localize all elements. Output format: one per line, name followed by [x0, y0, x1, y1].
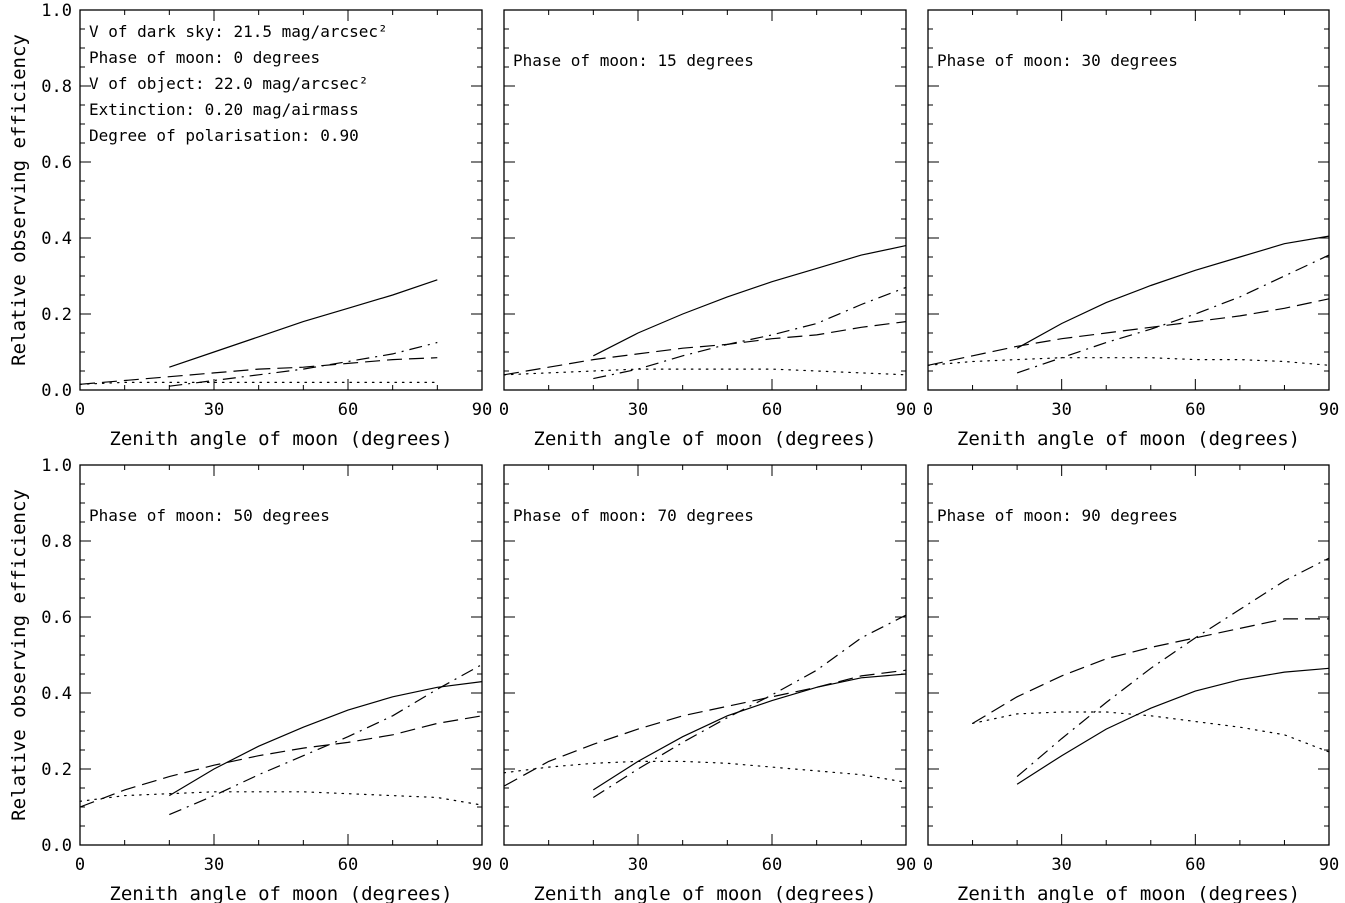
x-axis-title: Zenith angle of moon (degrees) — [533, 428, 876, 450]
x-axis-title: Zenith angle of moon (degrees) — [109, 883, 452, 903]
x-tick-label: 60 — [338, 400, 358, 420]
series-line-solid — [592, 673, 907, 791]
x-axis-title: Zenith angle of moon (degrees) — [533, 883, 876, 903]
series-line-dashdot — [1016, 557, 1330, 778]
series-line-solid — [169, 279, 438, 368]
x-tick-label: 90 — [472, 400, 492, 420]
x-tick-label: 30 — [1051, 400, 1071, 420]
x-tick-label: 90 — [896, 400, 916, 420]
x-tick-label: 60 — [1185, 855, 1205, 875]
series-line-dotted — [971, 711, 1330, 753]
plot-frame — [79, 9, 483, 391]
y-tick-label: 0.4 — [41, 229, 72, 249]
x-tick-label: 30 — [628, 400, 648, 420]
series-line-dashed — [79, 357, 438, 385]
series-line-dashed — [972, 618, 1329, 724]
x-tick-label: 60 — [1185, 400, 1205, 420]
x-tick-label: 90 — [1319, 400, 1339, 420]
x-tick-label: 30 — [1051, 855, 1071, 875]
y-tick-label: 0.8 — [41, 77, 72, 97]
x-tick-label: 0 — [499, 400, 509, 420]
y-tick-label: 0.2 — [41, 305, 72, 325]
series-line-dashdot — [1016, 254, 1330, 374]
x-tick-label: 0 — [923, 400, 933, 420]
chart-panel-2: 0 30 60 90 Zenith angle of moon (degrees) Pha… — [499, 9, 916, 450]
series-line-dotted — [79, 381, 438, 385]
y-axis-title: Relative observing efficiency — [8, 489, 30, 821]
y-tick-label: 0.0 — [41, 381, 72, 401]
series-line-solid — [1016, 235, 1330, 349]
chart-panel-1: 0.0 0.2 0.4 0.6 0.8 1.0 0 30 60 90 Zenith angle of… — [8, 1, 492, 450]
x-tick-label: 0 — [75, 400, 85, 420]
y-tick-label: 0.4 — [41, 684, 72, 704]
y-tick-label: 0.6 — [41, 608, 72, 628]
series-line-dotted — [503, 760, 907, 783]
x-tick-label: 90 — [1319, 855, 1339, 875]
series-line-dashdot — [169, 663, 483, 816]
x-tick-label: 90 — [896, 855, 916, 875]
x-axis-title: Zenith angle of moon (degrees) — [957, 428, 1300, 450]
chart-panel-3: 0 30 60 90 Zenith angle of moon (degrees) Pha… — [923, 9, 1339, 450]
annotation-text: Phase of moon: 0 degrees — [89, 48, 320, 67]
x-tick-label: 30 — [204, 400, 224, 420]
annotation-text: V of object: 22.0 mag/arcsec² — [89, 74, 368, 93]
series-line-dashdot — [169, 341, 438, 387]
annotation-text: Extinction: 0.20 mag/airmass — [89, 100, 359, 119]
annotation-text: Phase of moon: 90 degrees — [937, 506, 1178, 525]
y-tick-label: 1.0 — [41, 1, 72, 21]
x-tick-label: 0 — [75, 855, 85, 875]
x-axis-title: Zenith angle of moon (degrees) — [109, 428, 452, 450]
series-line-dashdot — [592, 614, 907, 799]
chart-panel-6: 0 30 60 90 Zenith angle of moon (degrees) Pha… — [923, 464, 1339, 903]
series-line-dashed — [503, 669, 907, 787]
x-tick-label: 30 — [628, 855, 648, 875]
chart-panel-5: 0 30 60 90 Zenith angle of moon (degrees) Pha… — [499, 464, 916, 903]
series-line-dashdot — [593, 286, 907, 380]
annotation-text: Phase of moon: 15 degrees — [513, 51, 754, 70]
annotation-text: Phase of moon: 70 degrees — [513, 506, 754, 525]
x-tick-label: 60 — [762, 400, 782, 420]
x-tick-label: 30 — [204, 855, 224, 875]
y-tick-label: 0.2 — [41, 760, 72, 780]
y-axis-title: Relative observing efficiency — [8, 34, 30, 366]
annotation-text: Phase of moon: 50 degrees — [89, 506, 330, 525]
series-line-dotted — [503, 368, 907, 376]
series-line-dashed — [503, 321, 907, 376]
x-tick-label: 60 — [762, 855, 782, 875]
series-line-dotted — [79, 791, 483, 806]
x-tick-label: 60 — [338, 855, 358, 875]
x-axis-title: Zenith angle of moon (degrees) — [957, 883, 1300, 903]
series-line-dashed — [927, 298, 1330, 366]
chart-panel-4: 0.0 0.2 0.4 0.6 0.8 1.0 0 30 60 90 Zenith angle of… — [8, 456, 492, 903]
y-tick-label: 0.6 — [41, 153, 72, 173]
series-line-solid — [593, 245, 907, 357]
x-tick-label: 0 — [499, 855, 509, 875]
annotation-text: Phase of moon: 30 degrees — [937, 51, 1178, 70]
y-tick-label: 0.8 — [41, 532, 72, 552]
y-tick-label: 1.0 — [41, 456, 72, 476]
x-tick-label: 90 — [472, 855, 492, 875]
series-line-solid — [168, 681, 483, 797]
y-tick-label: 0.0 — [41, 836, 72, 856]
series-line-dashed — [79, 715, 483, 808]
series-line-solid — [1016, 667, 1330, 785]
series-line-dotted — [927, 357, 1330, 366]
annotation-text: V of dark sky: 21.5 mag/arcsec² — [89, 22, 388, 41]
x-tick-label: 0 — [923, 855, 933, 875]
annotation-text: Degree of polarisation: 0.90 — [89, 126, 359, 145]
